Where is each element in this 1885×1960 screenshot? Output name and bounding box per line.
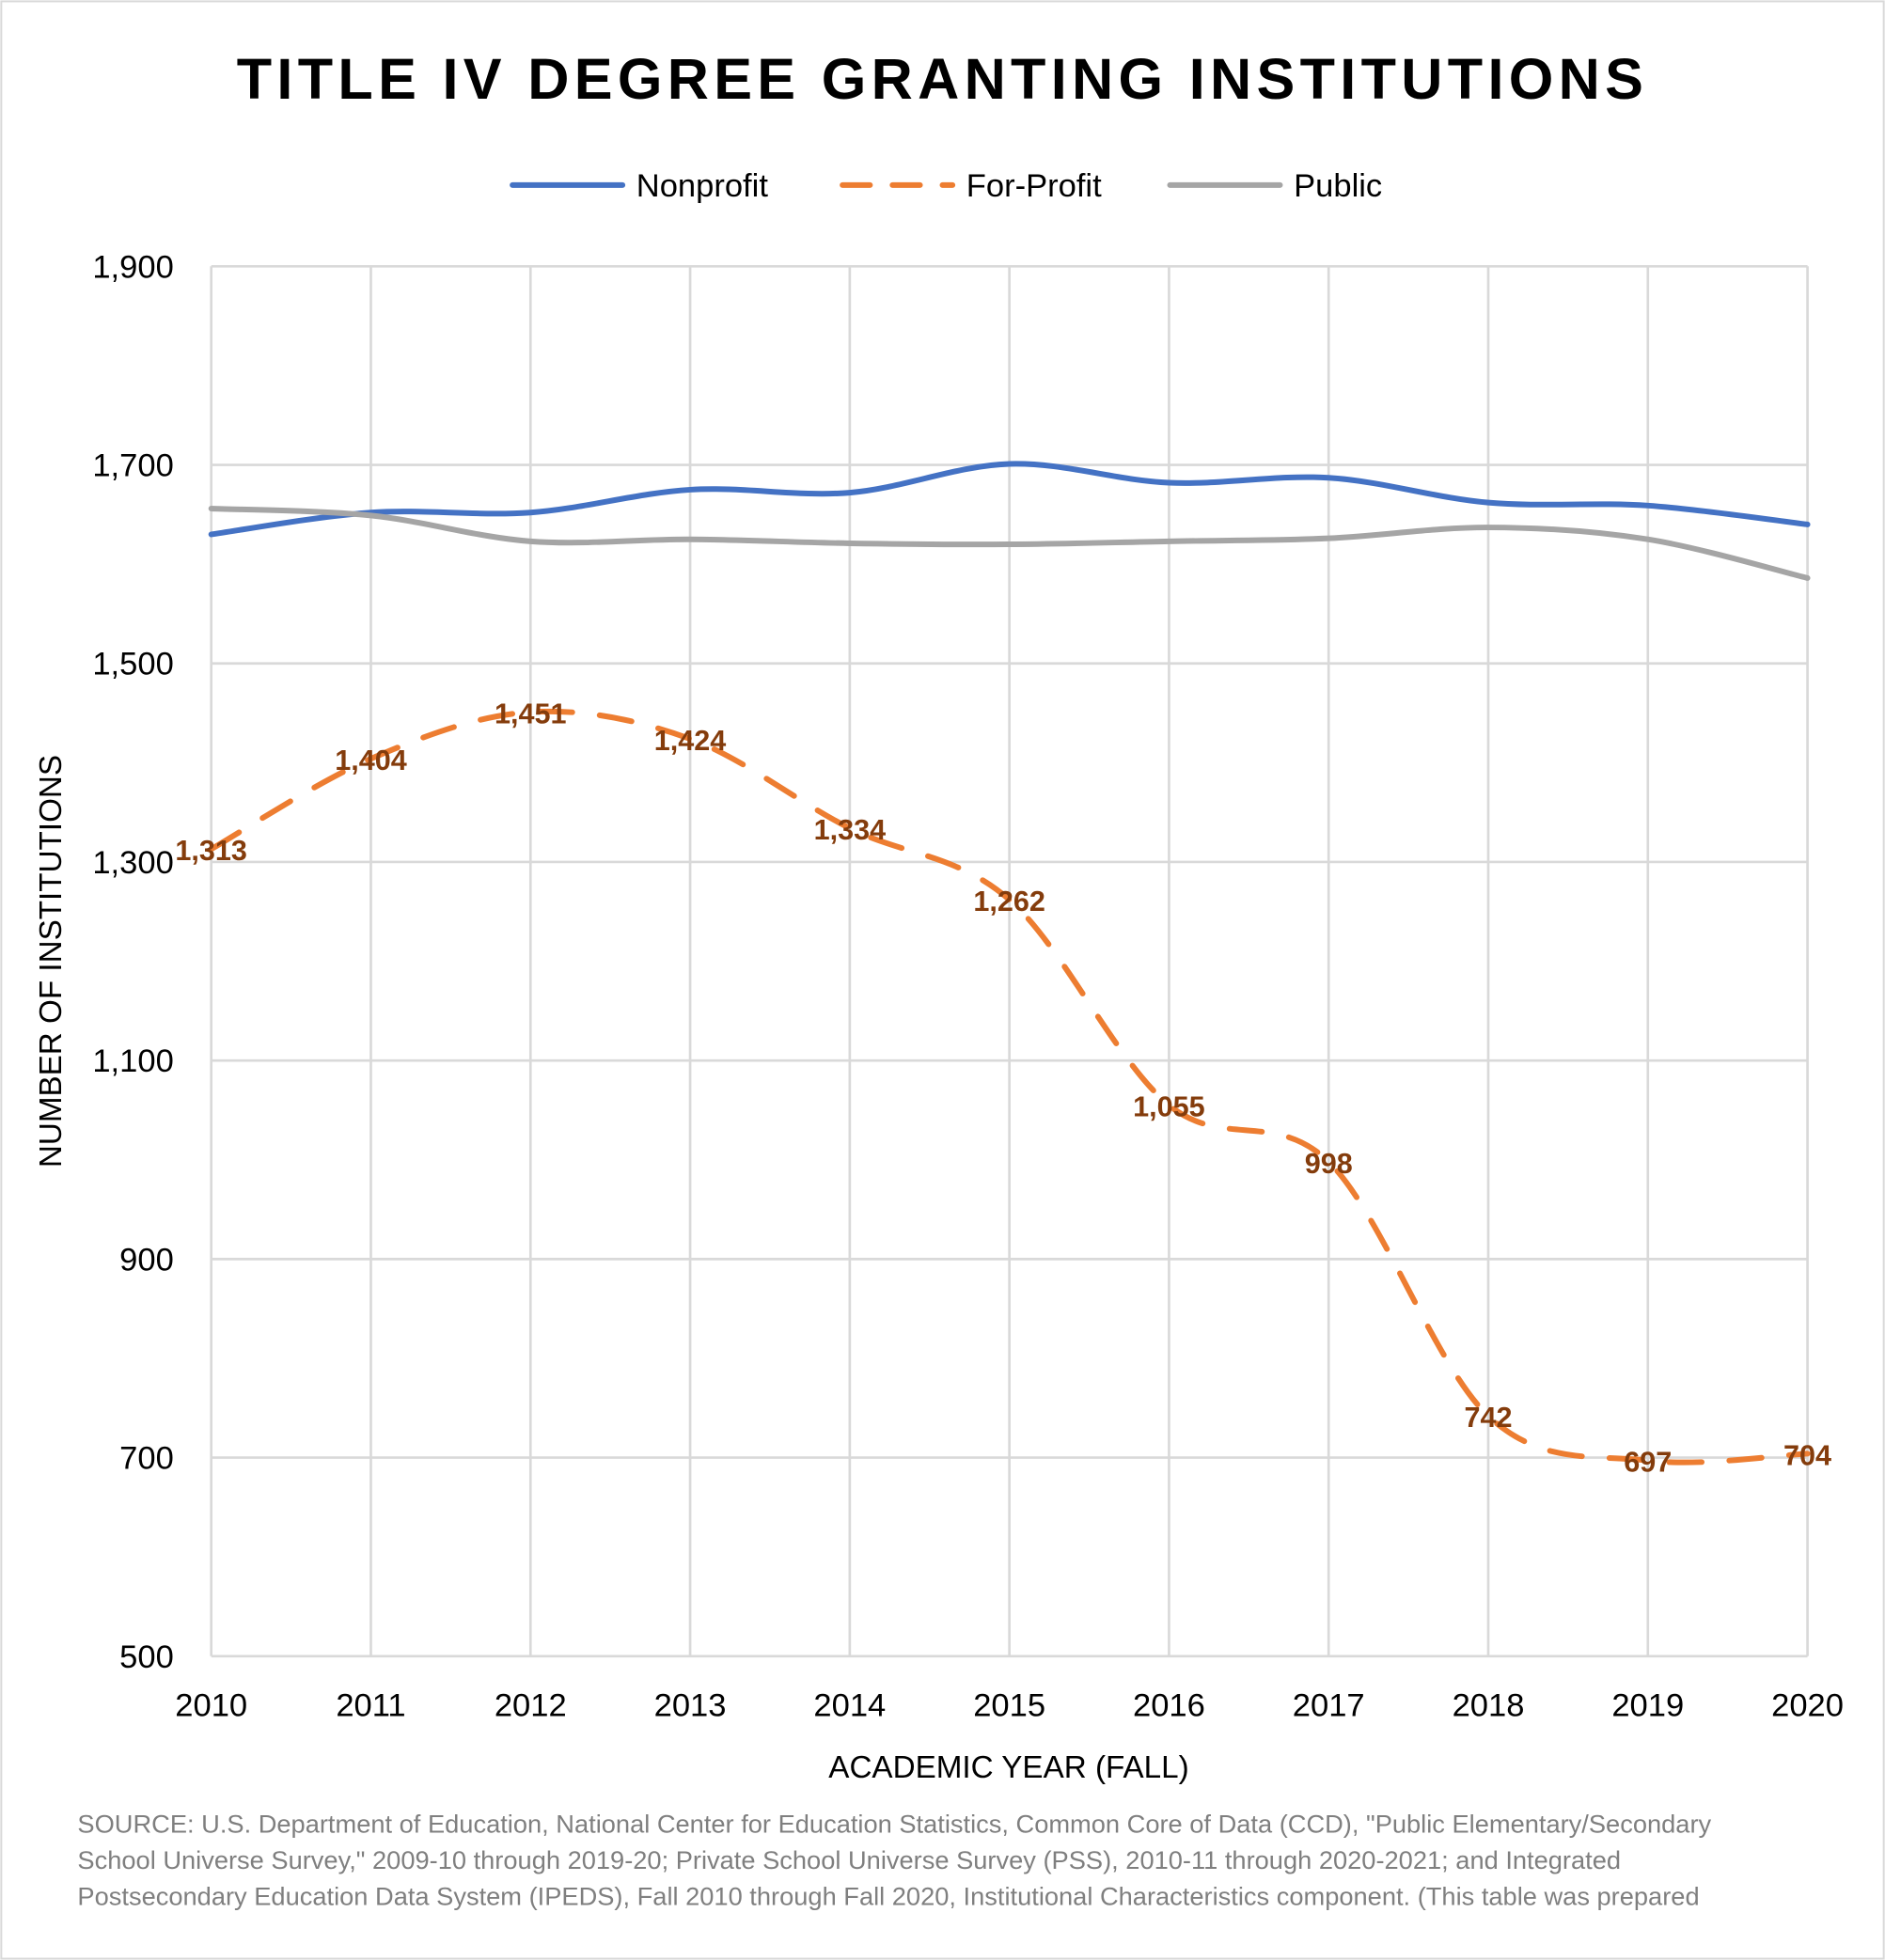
data-label: 1,404	[335, 745, 407, 776]
x-tick-label: 2013	[654, 1688, 727, 1724]
data-label: 704	[1783, 1439, 1831, 1471]
x-tick-label: 2012	[495, 1688, 567, 1724]
y-axis-ticks: 500 700 900 1,100 1,300 1,500 1,700 1,900	[92, 249, 173, 1674]
series-line-public	[208, 506, 1811, 581]
x-axis-ticks: 2010 2011 2012 2013 2014 2015 2016 2017 2018 2019…	[175, 1688, 1844, 1724]
y-tick-label: 1,500	[92, 647, 173, 682]
x-axis-title: ACADEMIC YEAR (FALL)	[828, 1750, 1188, 1785]
series-line-for-profit	[208, 708, 1811, 1466]
y-tick-label: 1,100	[92, 1043, 173, 1079]
y-tick-label: 1,700	[92, 447, 173, 483]
legend-label-for-profit: For-Profit	[966, 168, 1102, 204]
data-label: 1,424	[654, 725, 727, 757]
y-axis-title: NUMBER OF INSTITUTIONS	[34, 755, 69, 1168]
y-tick-label: 1,300	[92, 845, 173, 881]
x-tick-label: 2014	[813, 1688, 886, 1724]
data-label: 998	[1305, 1148, 1353, 1180]
x-tick-label: 2018	[1453, 1688, 1525, 1724]
y-tick-label: 1,900	[92, 249, 173, 285]
data-label: 1,262	[973, 886, 1045, 917]
x-tick-label: 2010	[175, 1688, 247, 1724]
x-tick-label: 2020	[1771, 1688, 1844, 1724]
source-line: Postsecondary Education Data System (IPE…	[77, 1881, 1699, 1910]
data-label: 1,451	[495, 698, 567, 729]
x-tick-label: 2017	[1293, 1688, 1365, 1724]
legend-label-nonprofit: Nonprofit	[636, 168, 769, 204]
data-label: 697	[1624, 1447, 1672, 1479]
y-tick-label: 500	[119, 1639, 174, 1675]
data-label: 1,055	[1133, 1091, 1205, 1123]
series-line-nonprofit	[208, 461, 1811, 538]
data-label: 1,313	[175, 835, 247, 867]
series-lines	[208, 461, 1811, 1466]
x-tick-label: 2011	[336, 1688, 405, 1724]
source-line: SOURCE: U.S. Department of Education, Na…	[77, 1809, 1711, 1838]
data-label: 1,334	[814, 814, 887, 846]
source-note: SOURCE: U.S. Department of Education, Na…	[77, 1809, 1711, 1910]
x-tick-label: 2016	[1133, 1688, 1205, 1724]
chart-title: TITLE IV DEGREE GRANTING INSTITUTIONS	[237, 47, 1648, 111]
y-tick-label: 700	[119, 1441, 174, 1477]
legend: Nonprofit For-Profit Public	[510, 168, 1382, 204]
legend-label-public: Public	[1294, 168, 1382, 204]
source-line: School Universe Survey," 2009-10 through…	[77, 1845, 1621, 1874]
x-tick-label: 2015	[973, 1688, 1045, 1724]
gridlines	[210, 264, 1809, 1658]
y-tick-label: 900	[119, 1242, 174, 1278]
data-labels: 1,313 1,404 1,451 1,424 1,334 1,262 1,055 998 74…	[175, 698, 1831, 1478]
x-tick-label: 2019	[1611, 1688, 1684, 1724]
data-label: 742	[1464, 1402, 1512, 1434]
